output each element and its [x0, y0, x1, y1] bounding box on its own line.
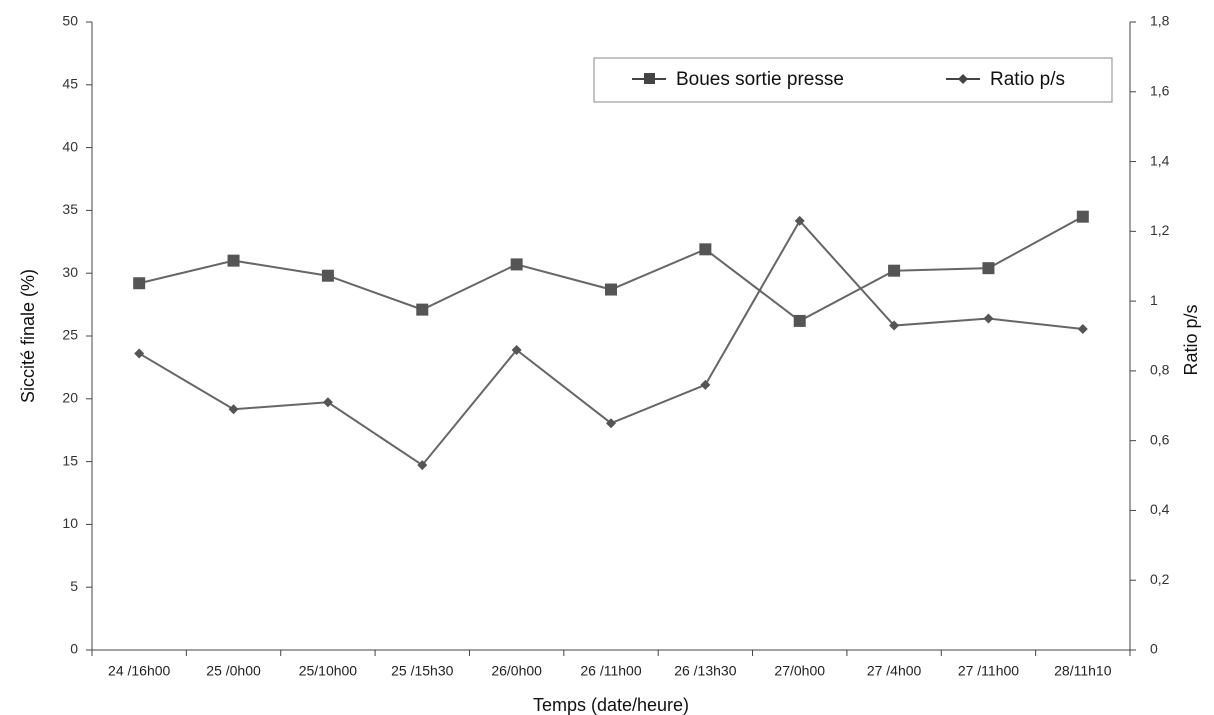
right-axis-title: Ratio p/s — [1181, 304, 1201, 375]
data-point-diamond — [134, 348, 145, 359]
legend: Boues sortie presse Ratio p/s — [593, 57, 1113, 103]
legend-square-marker-icon — [644, 73, 655, 84]
data-point-diamond — [228, 404, 239, 415]
data-point-diamond — [794, 215, 805, 226]
right-tick-label: 0,6 — [1150, 431, 1170, 447]
x-tick-label: 25/10h00 — [299, 663, 358, 679]
x-tick-label: 27 /4h00 — [867, 663, 922, 679]
legend-label-ratio: Ratio p/s — [990, 69, 1065, 90]
left-tick-label: 30 — [62, 264, 78, 280]
x-tick-label: 28/11h10 — [1054, 663, 1112, 679]
data-point-square — [321, 269, 334, 282]
data-point-square — [133, 277, 146, 290]
right-tick-label: 0,4 — [1150, 501, 1170, 517]
data-point-square — [227, 254, 240, 267]
x-tick-label: 26 /11h00 — [580, 663, 641, 679]
left-tick-label: 5 — [70, 578, 78, 594]
left-tick-label: 35 — [62, 201, 78, 217]
legend-box — [593, 57, 1113, 103]
x-tick-label: 27 /11h00 — [958, 663, 1019, 679]
x-tick-label: 26/0h00 — [491, 663, 542, 679]
legend-item-boues: Boues sortie presse — [632, 69, 844, 90]
data-point-square — [793, 314, 806, 327]
x-tick-label: 25 /0h00 — [206, 663, 261, 679]
x-tick-label: 26 /13h30 — [674, 663, 736, 679]
left-tick-label: 45 — [62, 76, 78, 92]
left-tick-label: 20 — [62, 390, 78, 406]
data-point-diamond — [983, 313, 994, 324]
x-axis-title: Temps (date/heure) — [533, 695, 689, 715]
right-axis-ticks: 0 0,2 0,4 0,6 0,8 1 1,2 1,4 1,6 1,8 — [1130, 13, 1170, 657]
right-tick-label: 1,2 — [1150, 222, 1170, 238]
data-point-diamond — [1077, 324, 1088, 335]
series-boues-sortie-presse — [133, 210, 1089, 327]
x-tick-label: 24 /16h00 — [108, 663, 170, 679]
left-tick-label: 10 — [62, 515, 78, 531]
left-tick-label: 40 — [62, 138, 78, 154]
chart-axes — [91, 22, 1131, 651]
series-ratio-ps — [134, 215, 1088, 471]
data-point-diamond — [322, 397, 333, 408]
data-point-square — [699, 243, 712, 256]
right-tick-label: 1,4 — [1150, 152, 1170, 168]
series-line — [138, 219, 1083, 467]
right-tick-label: 1 — [1150, 292, 1158, 308]
x-tick-label: 27/0h00 — [774, 663, 825, 679]
right-tick-label: 0,8 — [1150, 362, 1170, 378]
data-point-square — [1076, 210, 1089, 223]
data-point-square — [510, 258, 523, 271]
series-line — [138, 215, 1084, 323]
data-point-diamond — [889, 320, 900, 331]
left-tick-label: 0 — [70, 641, 78, 657]
data-point-square — [888, 264, 901, 277]
data-point-square — [605, 283, 617, 296]
legend-label-boues: Boues sortie presse — [676, 69, 844, 90]
data-point-square — [416, 303, 429, 316]
left-axis-ticks: 0 5 10 15 20 25 30 35 40 45 50 — [62, 13, 92, 657]
data-point-diamond — [417, 460, 428, 471]
legend-item-ratio: Ratio p/s — [946, 69, 1065, 90]
x-axis-ticks: 24 /16h00 25 /0h00 25/10h00 25 /15h30 26/0h0… — [91, 650, 1131, 679]
right-tick-label: 0,2 — [1150, 571, 1170, 587]
right-tick-label: 1,6 — [1150, 82, 1170, 98]
left-axis-title: Siccité finale (%) — [18, 269, 38, 403]
left-tick-label: 50 — [62, 13, 78, 29]
x-tick-label: 25 /15h30 — [391, 663, 453, 679]
left-tick-label: 15 — [62, 452, 78, 468]
right-tick-label: 1,8 — [1150, 13, 1170, 29]
left-tick-label: 25 — [62, 327, 78, 343]
right-tick-label: 0 — [1150, 641, 1158, 657]
data-point-diamond — [606, 418, 616, 429]
data-point-square — [982, 262, 995, 275]
data-point-diamond — [700, 379, 711, 390]
data-point-diamond — [511, 344, 522, 355]
series-layer — [133, 210, 1089, 471]
legend-diamond-marker-icon — [958, 74, 968, 84]
